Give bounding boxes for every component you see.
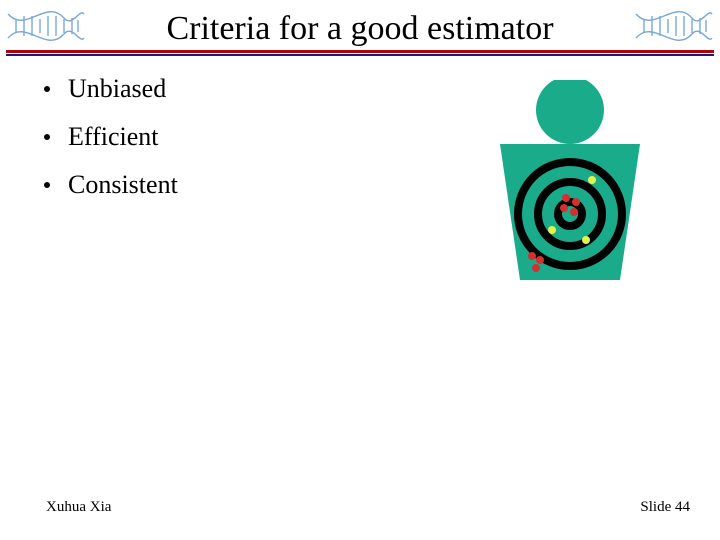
list-item: Unbiased: [44, 74, 178, 104]
target-graphic: [480, 80, 660, 290]
underline-bar-top: [6, 50, 714, 53]
slide: Criteria for a good estimator Unbiased Ef…: [0, 0, 720, 540]
title-row: Criteria for a good estimator: [0, 6, 720, 52]
title-underline: [6, 50, 714, 56]
list-item: Consistent: [44, 170, 178, 200]
bullet-dot-icon: [44, 86, 50, 92]
bullet-dot-icon: [44, 134, 50, 140]
list-item: Efficient: [44, 122, 178, 152]
bullet-text: Efficient: [68, 122, 158, 152]
underline-bar-bottom: [6, 54, 714, 56]
slide-title: Criteria for a good estimator: [0, 10, 720, 48]
bullet-text: Consistent: [68, 170, 178, 200]
footer-slide-number: Slide 44: [640, 499, 690, 516]
footer-author: Xuhua Xia: [46, 499, 111, 516]
bullet-text: Unbiased: [68, 74, 166, 104]
bullet-list: Unbiased Efficient Consistent: [44, 74, 178, 218]
bullet-dot-icon: [44, 182, 50, 188]
